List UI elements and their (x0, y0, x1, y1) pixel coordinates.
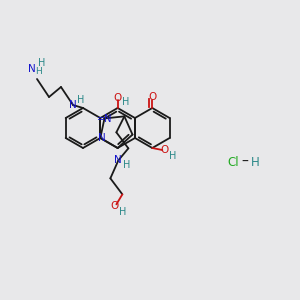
Text: N: N (69, 100, 77, 110)
Text: H: H (169, 151, 176, 161)
Text: O: O (160, 145, 168, 155)
Text: N: N (28, 64, 36, 74)
Text: O: O (113, 93, 122, 103)
Text: Cl: Cl (227, 155, 239, 169)
Text: H: H (119, 207, 126, 217)
Text: –: – (242, 155, 248, 169)
Text: H: H (38, 58, 46, 68)
Text: N: N (115, 155, 122, 165)
Text: H: H (250, 155, 260, 169)
Text: N: N (98, 133, 106, 143)
Text: O: O (110, 201, 118, 211)
Text: H: H (123, 160, 130, 170)
Text: H: H (122, 97, 129, 107)
Text: H: H (36, 67, 42, 76)
Text: H: H (77, 95, 85, 105)
Text: =N: =N (97, 114, 112, 124)
Text: O: O (148, 92, 156, 102)
